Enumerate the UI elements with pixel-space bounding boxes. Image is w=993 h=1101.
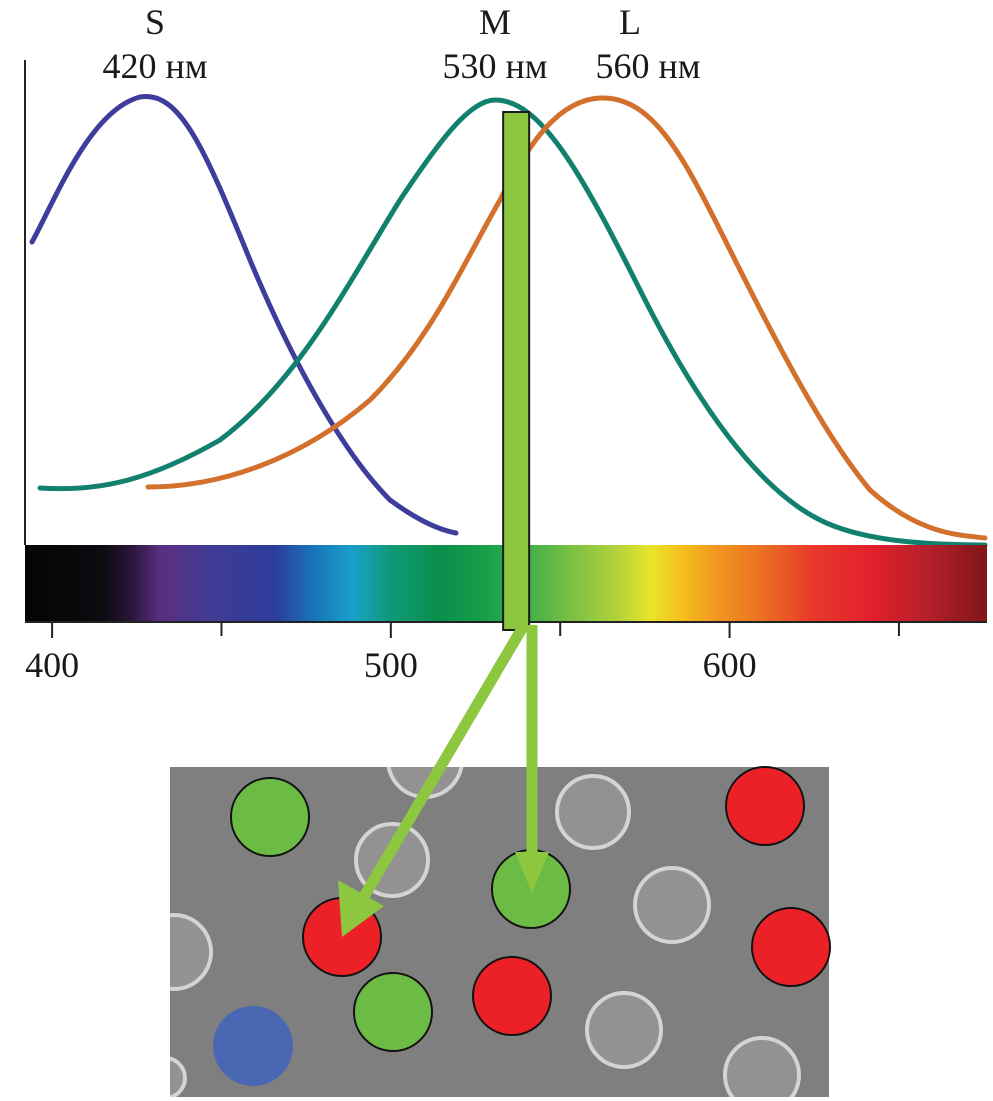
cone-labels: S 420 нм M 530 нм L 560 нм bbox=[102, 2, 700, 86]
blue-cone-cell bbox=[213, 1006, 293, 1086]
cone-peak-s: 420 нм bbox=[102, 46, 207, 86]
m-cone-curve bbox=[37, 97, 988, 548]
tick-label: 500 bbox=[364, 645, 418, 685]
stimulus-arrows bbox=[338, 622, 549, 937]
retina-mosaic bbox=[170, 766, 831, 1097]
stimulus-wavelength-bar bbox=[502, 111, 531, 631]
tick-label: 400 bbox=[25, 645, 79, 685]
s-cone-curve bbox=[29, 93, 459, 536]
arrow-head-to-red-cone bbox=[338, 880, 384, 937]
red-cone-cell bbox=[725, 766, 805, 846]
cone-peak-l: 560 нм bbox=[595, 46, 700, 86]
rod-cell bbox=[170, 1056, 187, 1097]
green-cone-cell bbox=[230, 777, 310, 857]
cone-letter-s: S bbox=[145, 2, 165, 42]
rod-cell bbox=[633, 866, 711, 944]
rod-cell bbox=[555, 774, 631, 850]
rod-cell bbox=[585, 991, 663, 1069]
l-cone-curve bbox=[145, 95, 988, 541]
green-cone-cell bbox=[353, 972, 433, 1052]
rod-cell bbox=[170, 913, 213, 991]
rod-cell bbox=[723, 1036, 801, 1097]
cone-peak-m: 530 нм bbox=[442, 46, 547, 86]
cone-letter-l: L bbox=[619, 2, 641, 42]
tick-label: 600 bbox=[703, 645, 757, 685]
arrow-shaft-to-red-cone bbox=[357, 622, 529, 903]
arrow-head-to-green-cone bbox=[515, 852, 549, 893]
red-cone-cell bbox=[751, 907, 831, 987]
wavelength-axis: 400 500 600 bbox=[25, 622, 900, 685]
sensitivity-curves bbox=[29, 93, 988, 548]
red-cone-cell bbox=[472, 956, 552, 1036]
cone-letter-m: M bbox=[479, 2, 511, 42]
